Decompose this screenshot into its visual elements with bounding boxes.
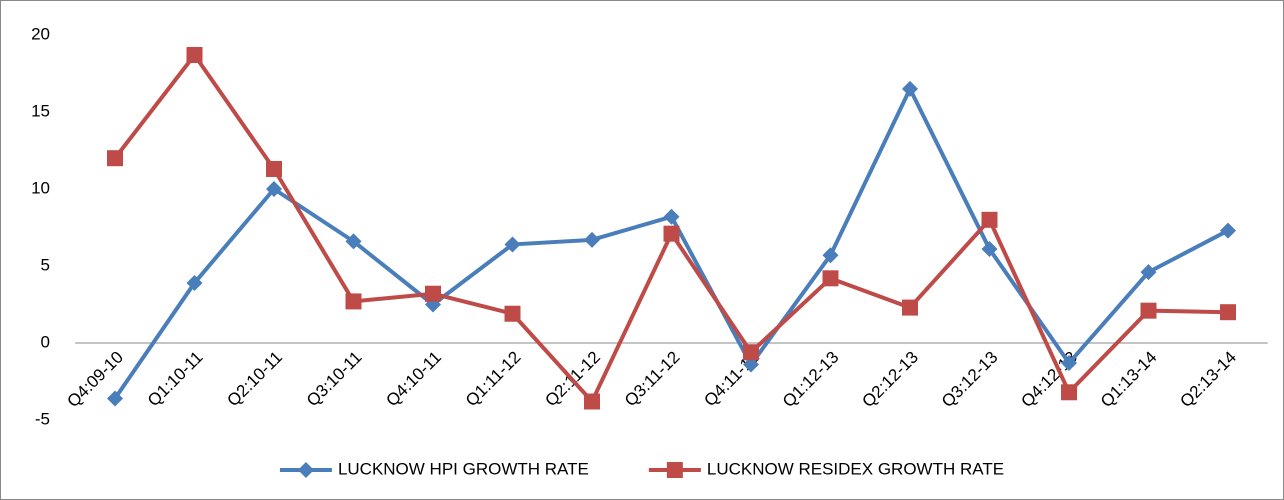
y-tick-label: 20 <box>31 24 50 43</box>
legend-label: LUCKNOW HPI GROWTH RATE <box>338 459 589 478</box>
marker <box>504 305 521 322</box>
marker <box>1140 264 1157 281</box>
marker <box>186 274 203 291</box>
marker <box>107 390 123 407</box>
marker <box>1220 222 1236 239</box>
marker <box>425 285 441 302</box>
marker <box>743 356 759 373</box>
y-tick-label: -5 <box>35 409 50 428</box>
marker <box>1140 302 1157 319</box>
marker <box>902 80 918 97</box>
marker <box>902 299 918 316</box>
marker <box>981 211 998 228</box>
marker <box>107 150 123 167</box>
marker <box>266 160 282 177</box>
y-tick-label: 0 <box>41 332 50 351</box>
marker <box>822 270 839 287</box>
y-tick-label: 15 <box>31 101 50 120</box>
marker <box>345 233 362 250</box>
marker <box>266 181 282 197</box>
marker <box>663 225 680 242</box>
y-tick-label: 10 <box>31 178 50 197</box>
marker <box>1061 384 1077 401</box>
marker <box>822 247 839 264</box>
marker <box>297 462 314 478</box>
marker <box>1061 355 1077 372</box>
legend-label: LUCKNOW RESIDEX GROWTH RATE <box>707 459 1004 478</box>
marker <box>743 344 759 361</box>
marker <box>345 293 362 310</box>
marker <box>186 47 203 64</box>
marker <box>584 393 600 410</box>
marker <box>663 208 680 225</box>
marker <box>584 231 600 248</box>
marker <box>981 241 998 258</box>
y-tick-label: 5 <box>41 255 50 274</box>
marker <box>1220 304 1236 321</box>
marker <box>666 462 683 478</box>
marker <box>504 236 521 253</box>
